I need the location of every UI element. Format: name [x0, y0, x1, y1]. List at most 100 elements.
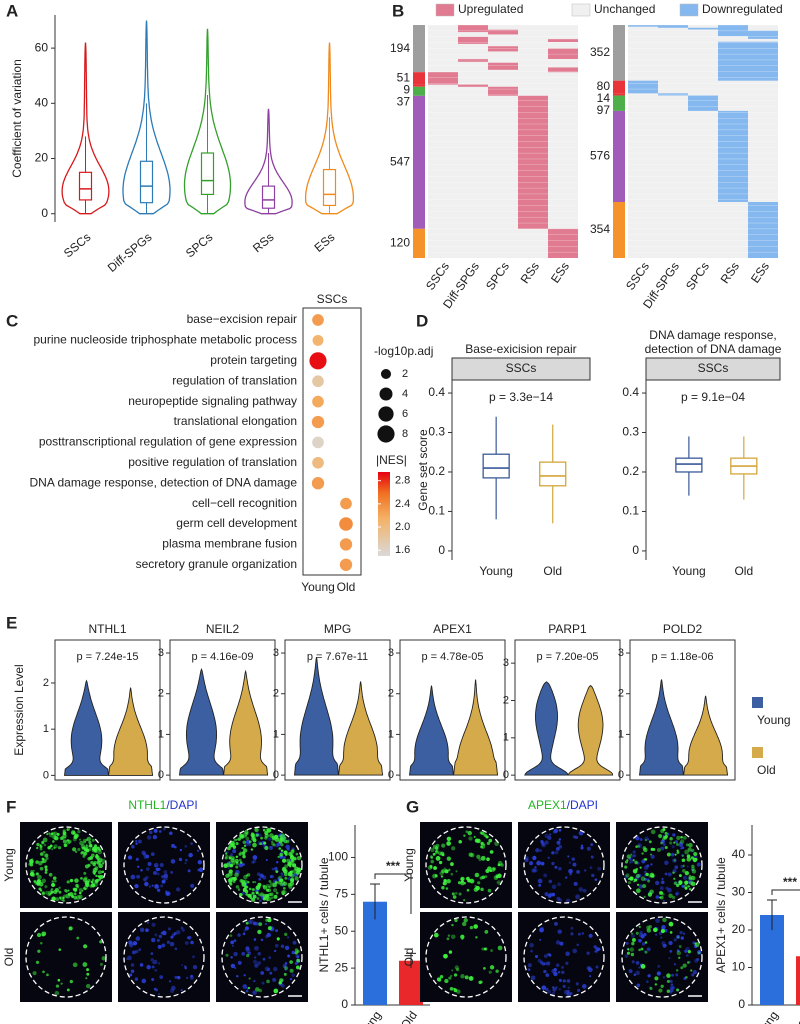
- cell-signal: [99, 940, 103, 944]
- y-tick-label: 25: [335, 960, 349, 974]
- cell-signal: [257, 885, 261, 889]
- cell-signal: [686, 854, 691, 858]
- cell-signal: [228, 880, 232, 884]
- cell-signal: [468, 852, 473, 857]
- x-tick-label: Young: [750, 1009, 781, 1024]
- x-tick-label: SSCs: [61, 230, 94, 260]
- cell-signal: [77, 847, 81, 852]
- cell-signal: [28, 862, 32, 866]
- cell-signal: [455, 968, 460, 972]
- cell-signal: [57, 978, 61, 982]
- gene-title: APEX1: [433, 622, 472, 636]
- cell-signal: [544, 840, 549, 845]
- cell-signal: [448, 868, 451, 872]
- cell-signal: [532, 855, 537, 860]
- gene-title: POLD2: [663, 622, 703, 636]
- cell-signal: [44, 868, 48, 872]
- cell-signal: [650, 854, 655, 859]
- legend-label: Upregulated: [458, 2, 523, 16]
- x-tick-label: ESs: [548, 260, 572, 286]
- micrograph: [616, 822, 708, 908]
- cell-signal: [34, 882, 38, 885]
- cell-signal: [558, 866, 562, 871]
- cell-signal: [476, 854, 481, 859]
- panel-frame: [514, 639, 621, 781]
- cell-signal: [64, 836, 67, 839]
- cell-signal: [78, 838, 82, 841]
- x-tick-label: Young: [479, 564, 513, 578]
- cell-signal: [595, 947, 600, 952]
- size-legend-label: 4: [402, 388, 408, 400]
- cell-signal: [582, 888, 587, 893]
- violin: [294, 657, 339, 776]
- cell-signal: [629, 947, 635, 952]
- cell-signal: [146, 835, 152, 840]
- cell-signal: [269, 971, 273, 975]
- box: [322, 168, 337, 207]
- mixed-stripe: [488, 46, 518, 52]
- legend-label: Unchanged: [594, 2, 655, 16]
- group-count-label: 9: [403, 83, 410, 97]
- x-tick-label: Diff-SPGs: [105, 230, 155, 275]
- cell-signal: [94, 844, 97, 848]
- cell-signal: [645, 872, 649, 877]
- cell-signal: [546, 961, 551, 966]
- cell-signal: [549, 892, 553, 896]
- tubule-outline: [25, 916, 107, 998]
- cell-signal: [37, 874, 42, 880]
- cell-signal: [669, 991, 673, 994]
- cell-signal: [266, 898, 269, 902]
- mixed-stripe: [748, 30, 778, 39]
- cell-signal: [169, 988, 175, 993]
- cell-signal: [659, 895, 664, 900]
- cell-signal: [527, 968, 531, 971]
- cell-signal: [170, 859, 176, 864]
- cell-signal: [540, 926, 545, 931]
- tubule-outline: [621, 916, 703, 998]
- violin: [568, 684, 614, 776]
- cell-signal: [162, 827, 166, 831]
- cell-signal: [694, 942, 697, 945]
- cell-signal: [676, 949, 680, 953]
- tubule-outline: [425, 916, 507, 998]
- cell-signal: [665, 886, 669, 890]
- cell-signal: [636, 883, 640, 886]
- cell-signal: [230, 963, 236, 969]
- image-title-stain: /DAPI: [567, 798, 598, 812]
- cell-signal: [266, 932, 271, 938]
- cell-signal: [555, 846, 560, 851]
- cell-signal: [684, 949, 688, 953]
- cell-signal: [251, 888, 255, 891]
- x-tick-label: Old: [795, 1009, 800, 1024]
- cell-signal: [590, 855, 594, 859]
- legend-swatch: [679, 3, 699, 17]
- cell-signal: [255, 987, 260, 992]
- y-axis-label: Expression Level: [12, 664, 26, 755]
- cell-signal: [170, 870, 174, 874]
- cell-signal: [224, 856, 228, 860]
- term-label: translational elongation: [174, 414, 297, 428]
- color-tick-label: 2.4: [395, 498, 410, 510]
- gene-title: MPG: [324, 622, 351, 636]
- cell-signal: [283, 869, 288, 874]
- cell-signal: [551, 991, 556, 995]
- size-legend-dot: [377, 425, 395, 443]
- cell-signal: [87, 863, 91, 867]
- cell-signal: [254, 880, 257, 884]
- cell-signal: [284, 876, 288, 880]
- panel-frame: [629, 639, 736, 781]
- panel-letter: F: [6, 797, 16, 816]
- cell-signal: [644, 950, 648, 954]
- y-tick-label: 1: [158, 728, 164, 740]
- cell-signal: [666, 979, 670, 983]
- cell-signal: [295, 965, 300, 970]
- cell-signal: [190, 974, 194, 978]
- cell-signal: [490, 867, 496, 872]
- cell-signal: [584, 869, 587, 872]
- p-label: p = 7.20e-05: [536, 651, 598, 663]
- y-tick-label: 0.3: [428, 425, 445, 439]
- y-tick-label: 0.2: [622, 464, 639, 478]
- cell-signal: [243, 974, 246, 977]
- cell-signal: [169, 831, 173, 836]
- cell-signal: [273, 949, 277, 953]
